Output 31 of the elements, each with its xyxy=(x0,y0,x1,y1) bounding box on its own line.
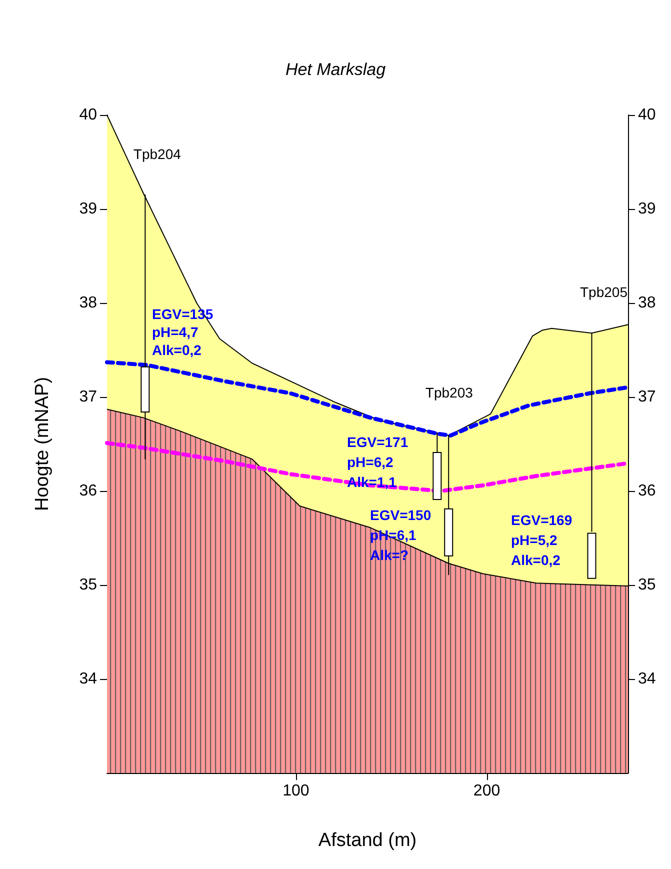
annotation: Alk=0,2 xyxy=(152,342,202,358)
y2-tick-label: 39 xyxy=(638,200,656,218)
y-tick-label: 40 xyxy=(79,106,98,124)
annotation: EGV=150 xyxy=(370,507,432,523)
y2-tick-label: 35 xyxy=(638,576,656,594)
text: Tpb204 xyxy=(133,146,182,162)
text: Tpb205 xyxy=(580,284,628,300)
x-tick-label: 200 xyxy=(473,782,500,800)
y-tick-label: 37 xyxy=(79,388,98,406)
annotation: EGV=169 xyxy=(511,512,572,528)
line-series xyxy=(105,360,628,438)
annotation: pH=5,2 xyxy=(511,532,558,548)
annotation: pH=4,7 xyxy=(152,324,199,340)
y-tick-label: 39 xyxy=(79,200,98,218)
y-tick-label: 38 xyxy=(79,294,98,312)
chart-title: Het Markslag xyxy=(285,60,386,79)
y-tick-label: 34 xyxy=(79,670,98,688)
y2-tick-label: 37 xyxy=(638,388,656,406)
annotation: EGV=171 xyxy=(347,434,408,450)
y-tick-label: 35 xyxy=(79,576,98,594)
annotation: Alk=0,2 xyxy=(511,552,561,568)
annotation: pH=6,2 xyxy=(347,454,394,470)
y2-tick-label: 40 xyxy=(638,106,656,124)
text: Tpb203 xyxy=(425,384,474,401)
y2-tick-label: 34 xyxy=(638,670,656,688)
y-axis-title: Hoogte (mNAP) xyxy=(32,376,53,512)
x-axis-title: Afstand (m) xyxy=(318,830,417,851)
y-tick-label: 36 xyxy=(79,482,98,500)
x-tick-label: 100 xyxy=(282,782,310,800)
y2-tick-label: 36 xyxy=(638,482,656,500)
y2-tick-label: 38 xyxy=(638,294,656,312)
